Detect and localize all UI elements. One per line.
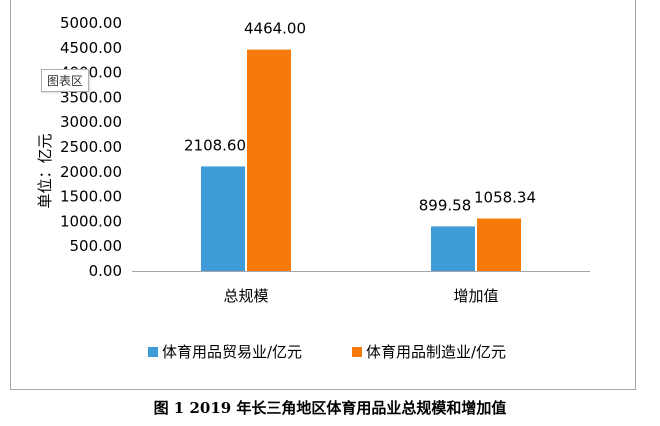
y-tick-label: 3000.00 [60, 113, 122, 131]
chart-area [10, 0, 636, 390]
y-tick-label: 4500.00 [60, 39, 122, 57]
bar-chart: 0.00 500.00 1000.00 1500.00 2000.00 2500.00 30… [36, 14, 590, 361]
y-tick-label: 500.00 [70, 237, 123, 255]
y-tick-label: 0.00 [89, 262, 122, 280]
data-label: 899.58 [419, 196, 472, 214]
y-axis-label: 单位：亿元 [36, 133, 54, 208]
y-tick-label: 5000.00 [60, 14, 122, 32]
bar-manufacturing-total [247, 49, 291, 271]
bar-trade-total [201, 166, 245, 271]
y-tick-label: 1500.00 [60, 188, 122, 206]
y-tick-label: 2000.00 [60, 163, 122, 181]
bar-manufacturing-value-added [477, 218, 521, 271]
y-tick-label: 2500.00 [60, 138, 122, 156]
legend-label: 体育用品贸易业/亿元 [162, 343, 302, 361]
y-tick-label: 1000.00 [60, 212, 122, 230]
legend-swatch [148, 347, 158, 357]
legend-swatch [352, 347, 362, 357]
y-tick-label: 3500.00 [60, 88, 122, 106]
data-label: 4464.00 [244, 20, 306, 38]
data-label: 1058.34 [474, 189, 536, 207]
data-label: 2108.60 [184, 136, 246, 154]
chart-area-tooltip: 图表区 [41, 69, 90, 92]
legend-label: 体育用品制造业/亿元 [366, 343, 506, 361]
bar-trade-value-added [431, 226, 475, 271]
x-category-label: 增加值 [453, 287, 498, 305]
x-category-label: 总规模 [223, 287, 268, 305]
figure-caption: 图 1 2019 年长三角地区体育用品业总规模和增加值 [153, 399, 507, 417]
